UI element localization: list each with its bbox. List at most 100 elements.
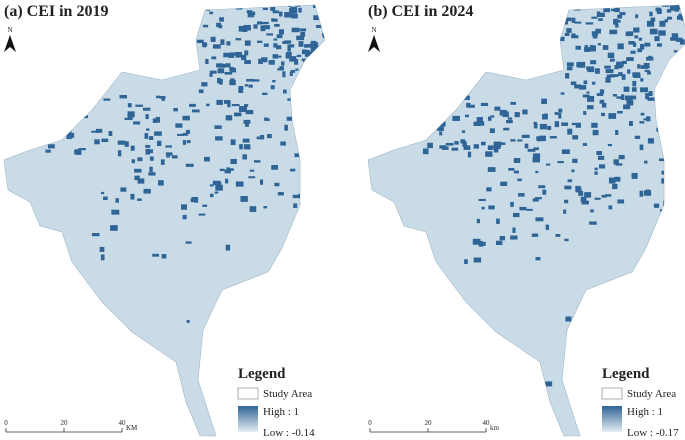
cei-patch [670, 328, 675, 335]
cei-patch [238, 25, 245, 32]
cei-patch [561, 149, 570, 154]
cei-patch [214, 191, 219, 194]
cei-patch [327, 78, 335, 81]
cei-patch [575, 122, 581, 128]
cei-patch [627, 69, 631, 74]
cei-patch [663, 94, 669, 97]
cei-patch [287, 44, 295, 48]
cei-patch [137, 198, 142, 201]
cei-patch [617, 43, 624, 50]
cei-patch [115, 198, 119, 203]
cei-patch [259, 179, 264, 185]
cei-patch [326, 352, 332, 357]
cei-patch [69, 132, 75, 138]
cei-patch [598, 12, 605, 18]
cei-patch [186, 319, 190, 323]
cei-patch [656, 43, 662, 47]
cei-patch [244, 60, 251, 65]
cei-patch [300, 91, 306, 97]
cei-patch [78, 148, 86, 151]
study-area [3, 4, 326, 437]
cei-patch [42, 137, 49, 141]
cei-patch [61, 101, 68, 104]
cei-patch [103, 98, 111, 101]
cei-patch [277, 68, 284, 71]
cei-patch [202, 5, 207, 8]
cei-patch [181, 204, 187, 210]
cei-patch [631, 172, 638, 179]
cei-patch [256, 21, 262, 25]
cei-patch [70, 100, 76, 106]
cei-patch [667, 16, 672, 20]
cei-patch [245, 345, 252, 351]
cei-patch [145, 144, 151, 148]
cei-patch [235, 38, 242, 41]
cei-patch [291, 27, 300, 33]
cei-patch [239, 144, 243, 150]
cei-patch [100, 191, 105, 195]
cei-patch [578, 190, 584, 196]
cei-patch [490, 115, 495, 118]
cei-patch [583, 80, 588, 85]
cei-patch [202, 204, 208, 207]
cei-patch [538, 185, 546, 189]
cei-patch [215, 136, 223, 141]
cei-patch [558, 108, 563, 113]
cei-patch [256, 400, 264, 407]
cei-patch [549, 136, 557, 139]
cei-patch [65, 108, 71, 114]
cei-patch [512, 227, 516, 233]
cei-patch [91, 130, 99, 133]
cei-patch [508, 167, 515, 171]
cei-patch [639, 43, 645, 50]
cei-patch [623, 104, 631, 110]
cei-patch [268, 60, 275, 65]
cei-patch [211, 56, 217, 60]
cei-patch [145, 114, 149, 120]
cei-patch [510, 235, 518, 240]
cei-patch [666, 92, 672, 95]
cei-patch [310, 88, 315, 91]
cei-patch [214, 125, 222, 129]
cei-patch [609, 58, 615, 62]
cei-patch [416, 121, 424, 126]
cei-patch [605, 76, 611, 83]
cei-patch [644, 160, 648, 164]
cei-patch [171, 155, 178, 159]
cei-patch [95, 128, 103, 133]
cei-patch [261, 21, 269, 25]
cei-patch [571, 33, 576, 37]
cei-patch [271, 165, 279, 170]
cei-patch [217, 68, 225, 74]
cei-patch [625, 31, 634, 37]
cei-patch [301, 49, 307, 55]
cei-patch [229, 66, 234, 72]
cei-patch [590, 60, 597, 65]
cei-patch [572, 158, 578, 163]
cei-patch [533, 121, 537, 125]
cei-patch [480, 102, 489, 107]
cei-patch [304, 44, 312, 48]
cei-patch [243, 144, 251, 150]
cei-patch [595, 28, 601, 34]
cei-patch [589, 373, 595, 379]
cei-patch [532, 157, 541, 163]
cei-patch [242, 154, 248, 160]
legend-label: Study Area [627, 388, 676, 400]
cei-patch [617, 111, 623, 114]
cei-patch [673, 50, 678, 53]
cei-patch [617, 14, 623, 19]
cei-patch [206, 103, 210, 107]
cei-patch [462, 141, 467, 147]
cei-patch [659, 20, 666, 27]
cei-patch [248, 176, 256, 179]
cei-patch [592, 35, 598, 39]
cei-patch [644, 42, 651, 47]
cei-patch [290, 69, 296, 73]
cei-patch [440, 121, 446, 127]
cei-patch [658, 30, 666, 36]
cei-patch [535, 170, 539, 174]
cei-patch [182, 214, 187, 220]
cei-patch [532, 153, 541, 158]
cei-patch [632, 343, 638, 349]
